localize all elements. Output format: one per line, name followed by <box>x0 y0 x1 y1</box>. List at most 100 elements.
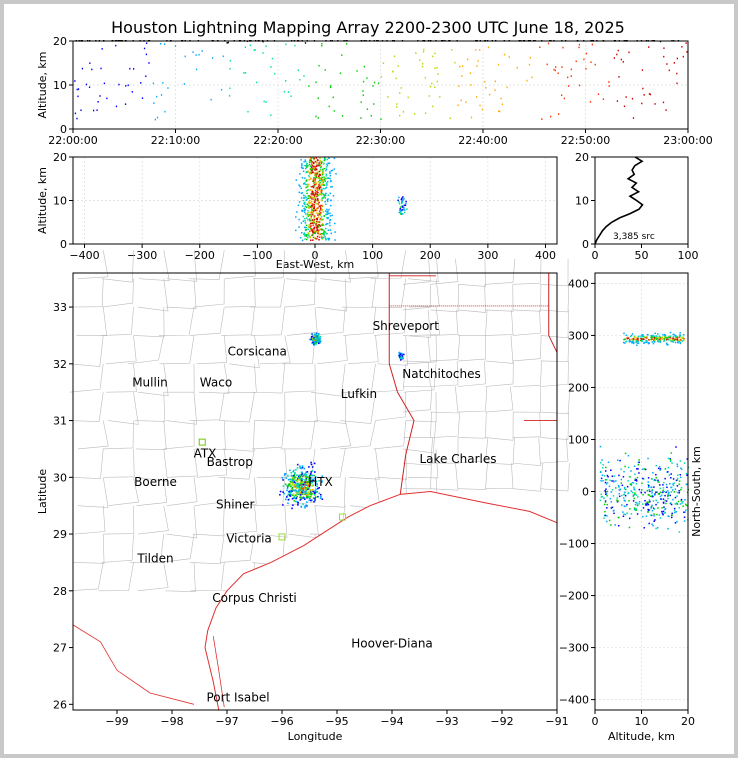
county-line <box>259 335 291 365</box>
county-line <box>77 477 109 508</box>
altitude-north-south-panel: 0 10 20−400−300−200−1000100200300400Altitu… <box>559 272 703 743</box>
source-point <box>684 499 686 501</box>
source-point <box>106 97 108 100</box>
source-point <box>680 339 682 342</box>
source-point <box>283 90 286 93</box>
source-point <box>638 502 640 505</box>
source-point <box>404 204 407 207</box>
source-point <box>301 493 304 496</box>
source-point <box>317 191 319 194</box>
county-line <box>430 360 459 387</box>
source-point <box>594 63 596 66</box>
source-point <box>400 87 402 89</box>
source-point <box>304 235 306 237</box>
source-point <box>674 341 677 344</box>
source-point <box>305 478 308 481</box>
source-point <box>626 485 629 488</box>
source-point <box>320 165 323 167</box>
source-point <box>298 486 301 489</box>
source-point <box>323 167 326 170</box>
source-point <box>317 224 320 226</box>
source-point <box>685 42 687 44</box>
source-point <box>116 40 118 42</box>
source-point <box>316 195 318 198</box>
source-point <box>301 465 304 467</box>
source-point <box>304 183 307 186</box>
source-point <box>672 336 675 338</box>
source-point <box>555 66 557 68</box>
source-point <box>676 465 679 468</box>
county-line <box>512 258 542 285</box>
source-point <box>309 338 312 341</box>
source-point <box>567 76 569 79</box>
source-point <box>651 492 653 494</box>
source-point <box>449 117 451 120</box>
source-point <box>316 176 318 179</box>
source-point <box>642 338 644 340</box>
source-point <box>488 93 491 96</box>
source-point <box>640 337 642 340</box>
source-point <box>330 186 332 188</box>
source-point <box>98 40 101 42</box>
source-point <box>657 333 659 335</box>
source-point <box>583 58 585 61</box>
source-point <box>679 334 681 336</box>
county-line <box>430 335 461 362</box>
source-point <box>421 65 424 68</box>
source-point <box>618 40 620 42</box>
source-point <box>308 234 310 237</box>
source-point <box>307 219 309 221</box>
source-point <box>680 467 682 470</box>
source-point <box>328 238 330 241</box>
source-point <box>323 184 326 187</box>
source-point <box>405 202 407 205</box>
source-point <box>313 185 315 187</box>
source-point <box>319 193 322 196</box>
county-line <box>341 278 376 308</box>
source-point <box>322 229 325 232</box>
source-point <box>638 488 641 491</box>
source-point <box>313 339 316 342</box>
source-point <box>323 230 326 233</box>
source-point <box>673 482 675 484</box>
source-point <box>293 40 296 42</box>
source-point <box>325 227 327 230</box>
source-point <box>319 219 321 221</box>
x-tick-label: −100 <box>242 249 272 262</box>
source-point <box>653 515 655 517</box>
source-point <box>304 493 306 496</box>
source-point <box>605 483 608 485</box>
source-point <box>304 201 306 204</box>
source-point <box>210 98 212 101</box>
source-point <box>311 207 313 210</box>
source-point <box>653 494 656 496</box>
source-point <box>314 169 316 171</box>
source-point <box>292 482 294 485</box>
source-point <box>680 468 683 471</box>
source-point <box>181 40 183 42</box>
source-point <box>329 212 331 215</box>
source-point <box>314 218 317 221</box>
source-point <box>424 76 427 79</box>
source-point <box>616 497 618 499</box>
source-point <box>315 224 317 227</box>
source-point <box>676 337 679 339</box>
source-point <box>669 494 671 497</box>
source-point <box>673 62 676 64</box>
source-point <box>396 106 398 108</box>
source-point <box>312 224 314 227</box>
source-point <box>599 461 602 464</box>
source-point <box>243 40 246 42</box>
source-point <box>317 214 319 216</box>
source-point <box>263 100 265 103</box>
source-point <box>320 224 323 226</box>
source-point <box>302 490 305 492</box>
x-tick-label: 300 <box>477 249 498 262</box>
source-point <box>628 526 631 529</box>
source-point <box>302 199 305 202</box>
county-line <box>73 534 105 564</box>
source-point <box>311 480 314 483</box>
source-point <box>279 490 282 493</box>
source-point <box>676 479 679 481</box>
source-point <box>319 204 322 207</box>
